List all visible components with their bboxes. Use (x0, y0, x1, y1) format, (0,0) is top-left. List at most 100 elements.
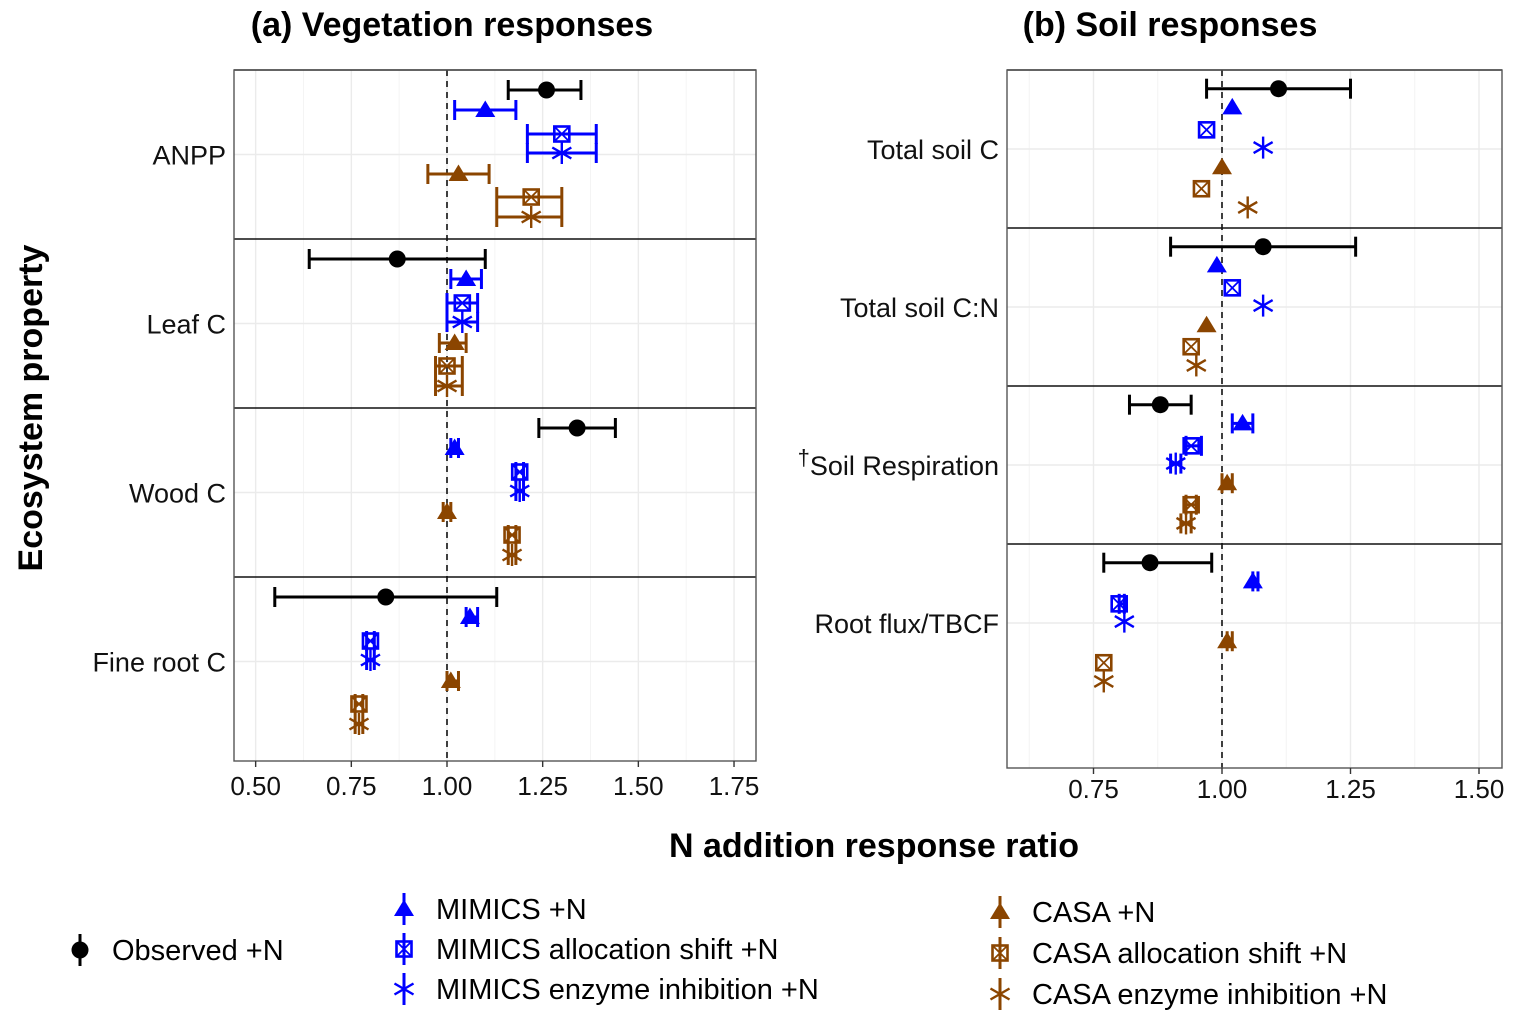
panel-b-title: (b) Soil responses (1023, 6, 1318, 44)
marker-circle (388, 250, 406, 268)
marker-asterisk (348, 713, 370, 735)
point-mim (444, 438, 465, 458)
point-mim_enz (360, 649, 381, 671)
legend: Observed +N MIMICS +N MIMICS allocation sh… (71, 893, 1387, 1011)
point-obs (537, 418, 617, 438)
point-mim_enz (1252, 294, 1274, 317)
legend-label: MIMICS +N (436, 894, 587, 926)
point-casa (437, 502, 457, 522)
marker-boxed-x (503, 526, 521, 544)
panel-border (1006, 69, 1503, 769)
point-casa (1217, 473, 1238, 494)
point-mim (453, 100, 518, 120)
point-mim_enz (1114, 610, 1135, 633)
panel-1-x-axis: 0.75 1.00 1.25 1.50 (1068, 768, 1504, 804)
point-mim_alloc (1182, 435, 1203, 456)
point-mim (1230, 413, 1255, 434)
category-label: Total soil C:N (840, 293, 999, 323)
point-obs (1169, 236, 1358, 257)
point-mim (1206, 255, 1227, 273)
marker-triangle (444, 333, 465, 350)
point-casa (437, 333, 468, 353)
category-label: †Soil Respiration (798, 445, 999, 481)
marker-boxed-x (1223, 279, 1242, 297)
marker-triangle (1232, 413, 1253, 431)
marker-asterisk (551, 142, 572, 164)
point-casa_alloc (1094, 653, 1113, 672)
marker-triangle (1242, 571, 1263, 589)
marker-circle (1151, 396, 1169, 414)
legend-item: CASA allocation shift +N (991, 937, 1347, 970)
panel-1-grid (1007, 70, 1502, 768)
marker-triangle (1212, 157, 1232, 175)
point-casa_alloc (503, 525, 521, 545)
point-obs (307, 249, 487, 269)
point-casa_enz (1175, 512, 1197, 535)
point-mim_enz (525, 142, 598, 164)
legend-boxed-x-icon (991, 944, 1009, 962)
category-group: Total soil C (867, 78, 1352, 219)
point-casa_enz (348, 713, 370, 735)
marker-boxed-x (350, 695, 368, 713)
marker-boxed-x (361, 632, 380, 650)
marker-asterisk (509, 480, 530, 502)
point-casa_enz (495, 206, 564, 228)
point-casa (1217, 631, 1238, 652)
marker-circle (1270, 80, 1288, 98)
marker-circle (1141, 554, 1159, 572)
marker-asterisk (1175, 512, 1197, 535)
marker-asterisk (1252, 294, 1274, 317)
marker-triangle (459, 607, 480, 624)
legend-boxed-x-icon (395, 940, 413, 958)
legend-triangle-icon (990, 902, 1010, 919)
category-label: Root flux/TBCF (814, 609, 999, 639)
point-mim (1222, 97, 1243, 115)
panel-0-x-axis: 0.50 0.75 1.00 1.25 1.50 1.75 (230, 761, 759, 801)
category-group: Fine root C (92, 587, 499, 735)
point-mim_alloc (510, 462, 529, 482)
marker-triangle (1217, 631, 1238, 649)
x-tick-label: 1.00 (422, 771, 473, 801)
point-casa (1212, 157, 1232, 175)
marker-asterisk (360, 649, 381, 671)
category-label: Fine root C (92, 648, 226, 678)
category-label: ANPP (152, 141, 226, 171)
point-obs (1205, 78, 1352, 99)
category-group: Total soil C:N (840, 236, 1358, 377)
legend-triangle-icon (394, 899, 414, 916)
point-mim_enz (1252, 136, 1274, 159)
legend-asterisk-icon (393, 978, 415, 1000)
marker-asterisk (436, 375, 458, 397)
marker-boxed-x (1197, 121, 1216, 139)
legend-item: MIMICS allocation shift +N (395, 933, 778, 966)
point-casa_enz (501, 544, 523, 566)
category-group: Leaf C (146, 249, 487, 397)
marker-boxed-x (1094, 653, 1113, 672)
marker-circle (538, 81, 556, 99)
marker-circle (568, 419, 586, 437)
category-label: Total soil C (867, 135, 999, 165)
marker-boxed-x (1182, 337, 1200, 356)
panel-vegetation: (a) Vegetation responses ANPP Leaf C Wood … (92, 6, 759, 801)
x-tick-label: 0.75 (326, 771, 377, 801)
x-tick-label: 1.00 (1197, 774, 1248, 804)
y-axis-title: Ecosystem property (12, 244, 50, 571)
marker-boxed-x (453, 294, 472, 312)
point-obs (506, 80, 583, 100)
point-casa_alloc (495, 187, 564, 207)
legend-label: CASA enzyme inhibition +N (1032, 979, 1387, 1011)
legend-label: MIMICS allocation shift +N (436, 934, 778, 966)
x-tick-label: 1.25 (517, 771, 568, 801)
legend-label: MIMICS enzyme inhibition +N (436, 974, 819, 1006)
marker-asterisk (1093, 670, 1114, 693)
marker-boxed-x (438, 357, 456, 375)
x-tick-label: 1.25 (1325, 774, 1376, 804)
marker-triangle (448, 164, 469, 181)
point-casa (440, 671, 461, 691)
point-casa_alloc (434, 356, 464, 376)
marker-asterisk (1186, 354, 1207, 377)
panel-border (233, 69, 757, 762)
marker-triangle (475, 100, 496, 117)
marker-asterisk (452, 311, 473, 333)
marker-triangle (1206, 255, 1227, 273)
